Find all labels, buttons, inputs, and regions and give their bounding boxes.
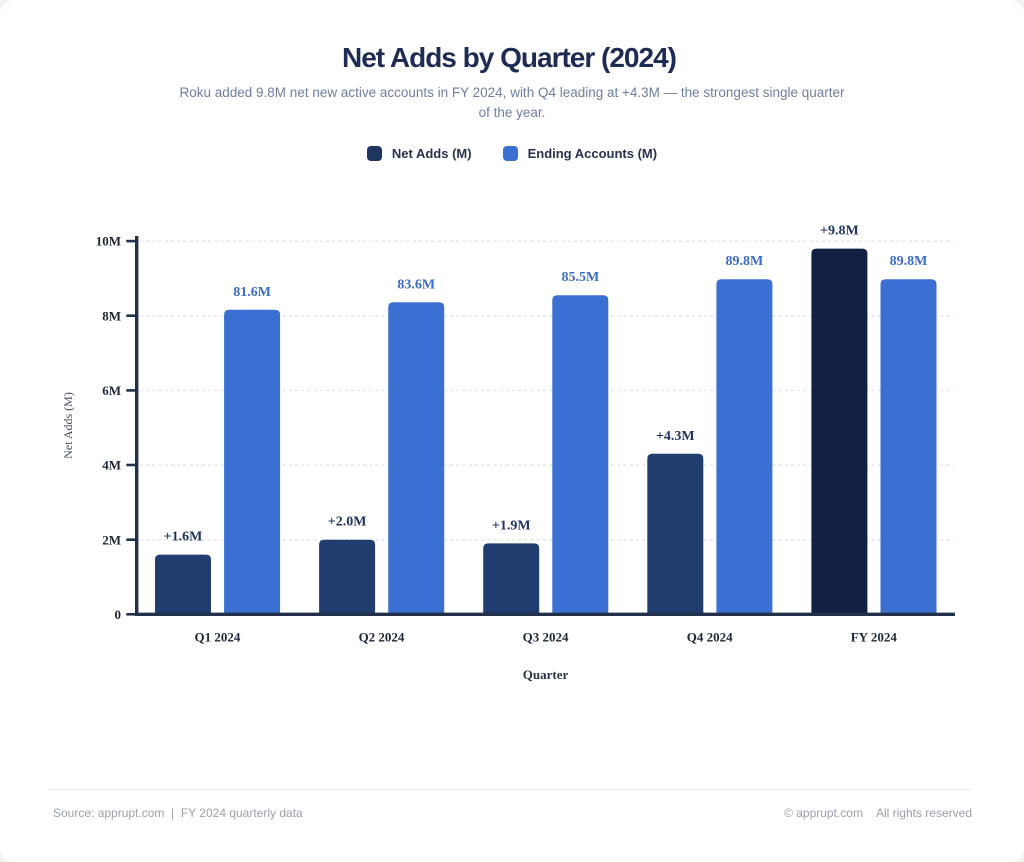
svg-text:89.8M: 89.8M <box>890 254 928 269</box>
svg-text:0: 0 <box>115 607 122 622</box>
svg-text:Quarter: Quarter <box>523 667 569 682</box>
svg-text:Q1 2024: Q1 2024 <box>194 630 240 645</box>
svg-text:4M: 4M <box>102 458 121 473</box>
svg-text:81.6M: 81.6M <box>233 285 271 300</box>
svg-text:8M: 8M <box>102 308 121 323</box>
svg-text:10M: 10M <box>96 234 121 249</box>
svg-text:Net Adds (M): Net Adds (M) <box>61 392 75 459</box>
svg-text:Q3 2024: Q3 2024 <box>523 630 569 645</box>
svg-text:85.5M: 85.5M <box>561 270 599 285</box>
svg-text:+1.6M: +1.6M <box>164 530 203 545</box>
svg-text:89.8M: 89.8M <box>726 254 764 269</box>
svg-text:83.6M: 83.6M <box>397 277 435 292</box>
svg-text:FY 2024: FY 2024 <box>851 630 898 645</box>
svg-text:6M: 6M <box>102 383 121 398</box>
svg-text:+9.8M: +9.8M <box>820 224 859 239</box>
svg-text:+2.0M: +2.0M <box>328 515 367 530</box>
svg-text:+4.3M: +4.3M <box>656 429 695 444</box>
svg-text:2M: 2M <box>102 532 121 547</box>
svg-text:+1.9M: +1.9M <box>492 518 531 533</box>
svg-text:Q2 2024: Q2 2024 <box>359 630 405 645</box>
svg-text:Q4 2024: Q4 2024 <box>687 630 733 645</box>
